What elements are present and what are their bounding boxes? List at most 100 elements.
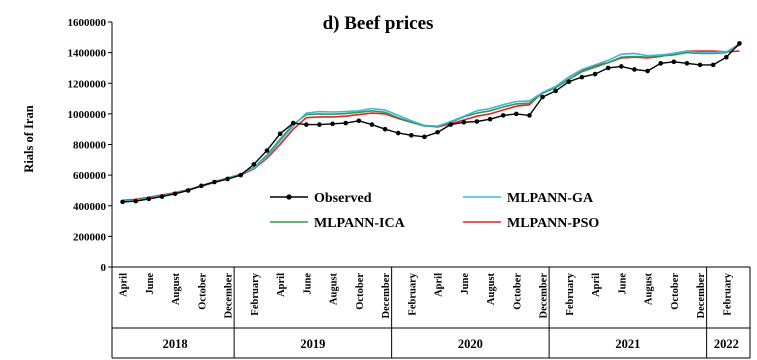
- y-tick-label: 200000: [73, 231, 107, 243]
- year-label: 2022: [714, 337, 739, 351]
- legend-item: MLPANN-PSO: [463, 216, 599, 231]
- x-tick-label: June: [617, 273, 628, 295]
- y-tick-label: 1400000: [68, 48, 107, 60]
- data-point: [422, 134, 427, 140]
- data-point: [185, 188, 191, 193]
- data-point: [566, 79, 572, 85]
- x-tick-label: February: [250, 272, 261, 315]
- series-lines: [120, 41, 742, 205]
- y-tick-label: 1600000: [68, 17, 107, 29]
- x-tick-label: February: [407, 272, 418, 315]
- series-observed: [120, 41, 742, 205]
- y-axis-label: Rials of Iran: [22, 105, 36, 172]
- data-point: [409, 133, 414, 138]
- data-point: [737, 41, 742, 46]
- legend-label: MLPANN-GA: [507, 191, 594, 206]
- year-label: 2021: [615, 337, 640, 351]
- legend: Observed MLPANN-GA MLPANN-ICA MLPANN-PSO: [270, 191, 599, 231]
- data-point: [343, 120, 348, 126]
- axes: 0 200000 400000 600000 800000 1000000 1200000 1…: [68, 17, 751, 359]
- chart-title: d) Beef prices: [323, 13, 434, 34]
- data-point: [251, 162, 257, 167]
- x-tick-label: October: [670, 273, 681, 310]
- x-tick-label: August: [486, 273, 497, 306]
- data-point: [579, 74, 585, 80]
- data-point: [264, 148, 270, 153]
- x-tick-label: October: [355, 273, 366, 310]
- data-point: [671, 59, 677, 65]
- data-point: [448, 122, 453, 127]
- year-label: 2020: [458, 337, 483, 351]
- data-point: [277, 131, 283, 137]
- data-point: [159, 194, 165, 199]
- data-point: [592, 71, 598, 77]
- x-tick-label: April: [276, 273, 287, 297]
- legend-marker: [286, 194, 292, 200]
- data-point: [317, 122, 322, 127]
- y-tick-label: 800000: [73, 140, 107, 152]
- legend-item: Observed: [270, 191, 372, 206]
- x-tick-label: August: [644, 273, 655, 306]
- data-point: [540, 94, 545, 100]
- y-tick-label: 600000: [73, 170, 107, 182]
- x-tick-label: June: [302, 273, 313, 295]
- x-tick-label: December: [539, 273, 550, 319]
- year-label: 2018: [163, 337, 188, 351]
- data-point: [382, 126, 388, 132]
- legend-label: MLPANN-PSO: [507, 216, 599, 231]
- data-point: [474, 119, 480, 124]
- data-point: [697, 62, 703, 68]
- legend-item: MLPANN-GA: [463, 191, 594, 206]
- data-point: [435, 129, 440, 135]
- x-tick-label: December: [696, 273, 707, 319]
- data-point: [212, 179, 217, 185]
- data-point: [724, 54, 729, 60]
- x-tick-label: April: [119, 273, 130, 297]
- data-point: [684, 61, 690, 66]
- data-point: [133, 198, 138, 204]
- data-point: [304, 122, 309, 127]
- data-point: [395, 130, 401, 136]
- y-tick-label: 1200000: [68, 78, 107, 90]
- x-tick-label: June: [145, 273, 156, 295]
- data-point: [605, 65, 611, 71]
- data-point: [369, 122, 375, 127]
- data-point: [146, 196, 152, 202]
- y-tick-label: 400000: [73, 201, 107, 213]
- legend-item: MLPANN-ICA: [270, 216, 406, 231]
- data-point: [527, 113, 532, 118]
- data-point: [619, 64, 624, 69]
- x-tick-label: December: [381, 273, 392, 319]
- x-tick-label: February: [565, 272, 576, 315]
- data-point: [553, 88, 558, 94]
- legend-label: MLPANN-ICA: [314, 216, 406, 231]
- x-tick-label: April: [434, 273, 445, 297]
- x-tick-label: February: [722, 272, 733, 315]
- y-tick-label: 0: [101, 262, 107, 274]
- data-point: [500, 113, 506, 118]
- data-point: [199, 183, 204, 189]
- data-point: [172, 191, 178, 197]
- data-point: [710, 62, 716, 68]
- data-point: [632, 67, 637, 72]
- data-point: [225, 176, 230, 182]
- data-point: [330, 121, 335, 127]
- x-tick-label: October: [512, 273, 523, 310]
- x-tick-label: October: [197, 273, 208, 310]
- x-tick-label: December: [224, 273, 235, 319]
- y-tick-label: 1000000: [68, 109, 107, 121]
- data-point: [238, 172, 243, 178]
- data-point: [658, 61, 663, 66]
- x-tick-label: June: [460, 273, 471, 295]
- legend-label: Observed: [314, 191, 372, 206]
- data-point: [120, 199, 125, 205]
- data-point: [356, 118, 362, 124]
- data-point: [461, 119, 467, 125]
- data-point: [290, 120, 296, 126]
- x-tick-label: August: [329, 273, 340, 306]
- data-point: [487, 116, 493, 122]
- year-label: 2019: [300, 337, 325, 351]
- x-tick-label: April: [591, 273, 602, 297]
- x-tick-label: August: [171, 273, 182, 306]
